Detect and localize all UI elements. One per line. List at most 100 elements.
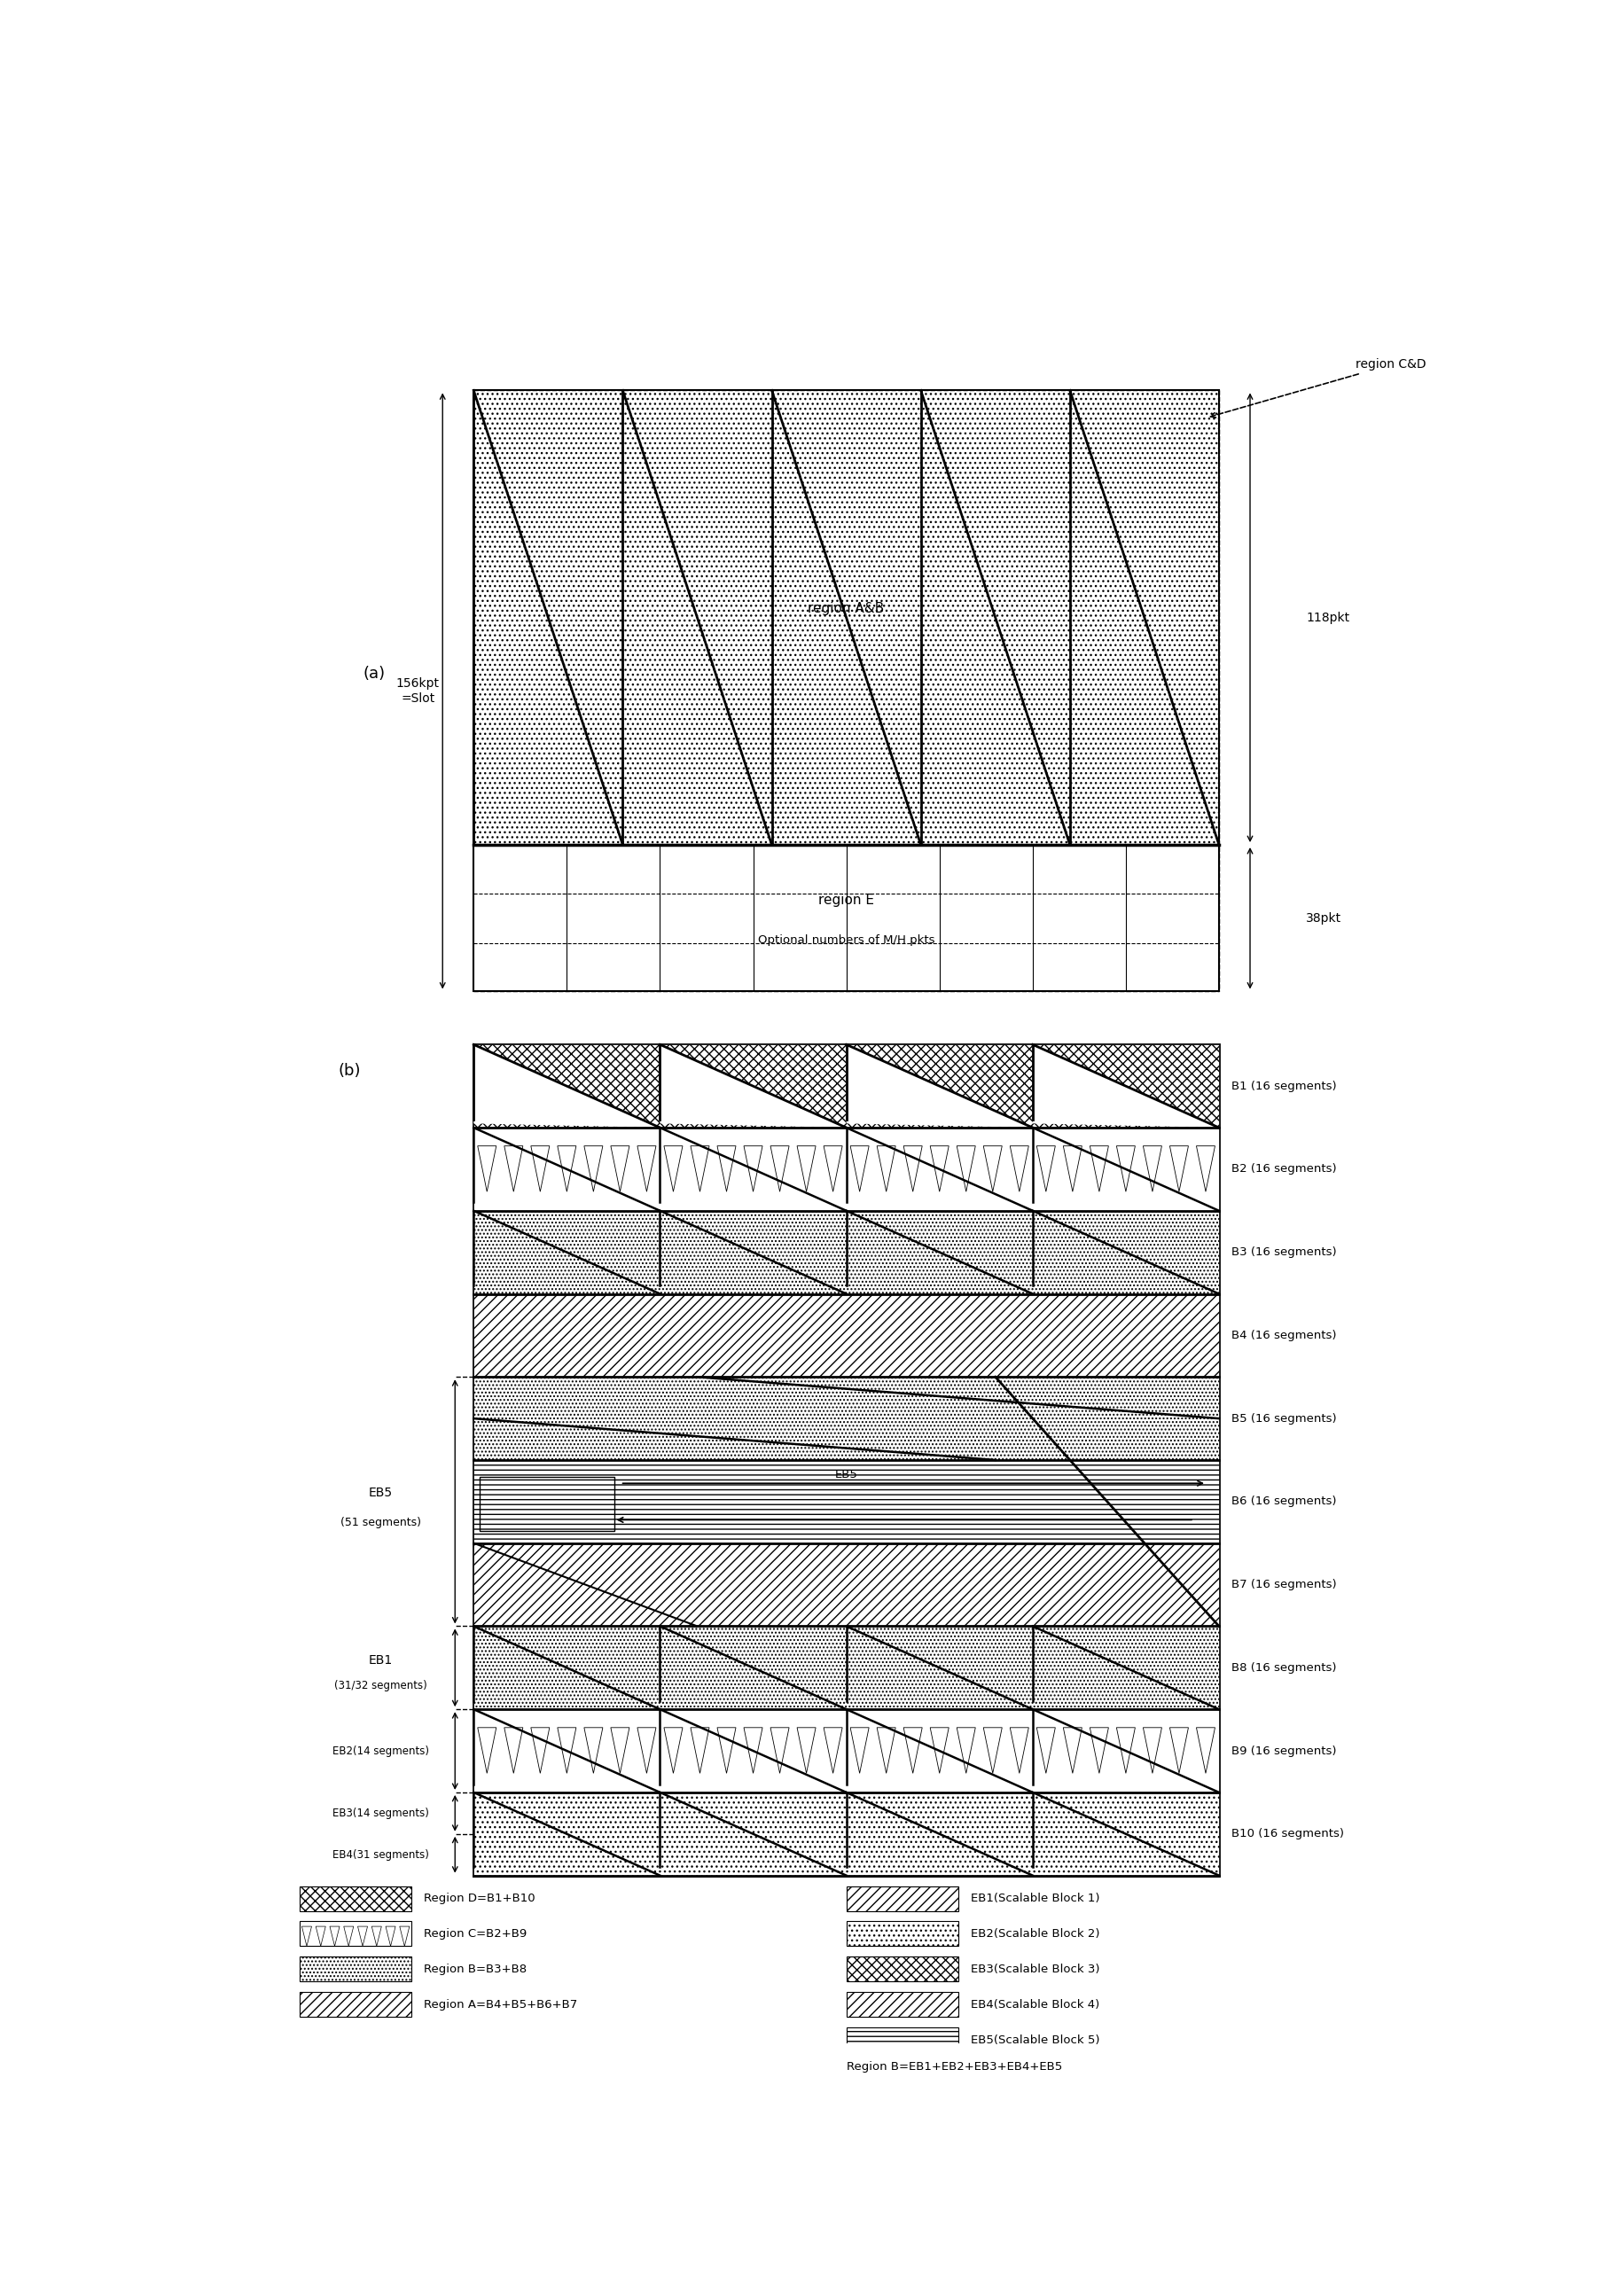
Polygon shape (1036, 1146, 1054, 1192)
Text: 38pkt: 38pkt (1306, 912, 1341, 925)
Bar (474, 1127, 1219, 1210)
Polygon shape (1089, 1146, 1109, 1192)
Polygon shape (474, 1045, 660, 1127)
Bar (474, 1045, 1219, 1876)
Bar (846, 1885, 958, 1910)
Text: B2 (16 segments): B2 (16 segments) (1230, 1164, 1336, 1176)
Polygon shape (663, 1146, 682, 1192)
Text: Region B=EB1+EB2+EB3+EB4+EB5: Region B=EB1+EB2+EB3+EB4+EB5 (846, 2062, 1062, 2073)
Text: Region C=B2+B9: Region C=B2+B9 (423, 1929, 527, 1940)
Polygon shape (929, 1146, 948, 1192)
Bar (846, 1922, 958, 1947)
Polygon shape (357, 1926, 367, 1947)
Bar (474, 1460, 1219, 1543)
Polygon shape (477, 1727, 497, 1773)
Bar (300, 1922, 412, 1947)
Polygon shape (372, 1926, 381, 1947)
Bar (474, 1295, 1219, 1378)
Bar (474, 1543, 1219, 1626)
Polygon shape (956, 1146, 976, 1192)
Polygon shape (984, 1727, 1001, 1773)
Text: EB3(Scalable Block 3): EB3(Scalable Block 3) (971, 1963, 1099, 1975)
Polygon shape (796, 1727, 815, 1773)
Bar (474, 1378, 1219, 1460)
Text: 156kpt
=Slot: 156kpt =Slot (396, 677, 439, 705)
Polygon shape (690, 1146, 708, 1192)
Text: (51 segments): (51 segments) (340, 1518, 421, 1529)
Polygon shape (610, 1146, 630, 1192)
Polygon shape (1169, 1146, 1187, 1192)
Polygon shape (876, 1727, 896, 1773)
Polygon shape (771, 1146, 788, 1192)
Text: EB4(Scalable Block 4): EB4(Scalable Block 4) (971, 2000, 1099, 2011)
Bar (474, 1210, 1219, 1295)
Polygon shape (796, 1146, 815, 1192)
Polygon shape (386, 1926, 396, 1947)
Polygon shape (505, 1146, 522, 1192)
Polygon shape (583, 1727, 602, 1773)
Polygon shape (849, 1146, 868, 1192)
Polygon shape (530, 1146, 549, 1192)
Polygon shape (1195, 1146, 1214, 1192)
Polygon shape (849, 1727, 868, 1773)
Polygon shape (743, 1727, 763, 1773)
Polygon shape (984, 1146, 1001, 1192)
Polygon shape (1009, 1727, 1028, 1773)
Polygon shape (743, 1146, 763, 1192)
Text: B5 (16 segments): B5 (16 segments) (1230, 1412, 1336, 1424)
Bar (846, 1993, 958, 2016)
Text: (31/32 segments): (31/32 segments) (333, 1681, 426, 1692)
Polygon shape (904, 1146, 921, 1192)
Polygon shape (1009, 1146, 1028, 1192)
Bar (479, 1476, 614, 1531)
Polygon shape (690, 1727, 708, 1773)
Text: region A&B: region A&B (807, 602, 884, 615)
Text: B3 (16 segments): B3 (16 segments) (1230, 1247, 1336, 1258)
Polygon shape (771, 1727, 788, 1773)
Bar (474, 845, 1219, 992)
Polygon shape (505, 1727, 522, 1773)
Polygon shape (399, 1926, 409, 1947)
Polygon shape (956, 1727, 976, 1773)
Text: B9 (16 segments): B9 (16 segments) (1230, 1745, 1336, 1756)
Polygon shape (330, 1926, 340, 1947)
Text: 118pkt: 118pkt (1306, 611, 1349, 625)
Polygon shape (716, 1727, 735, 1773)
Polygon shape (1062, 1727, 1081, 1773)
Polygon shape (1036, 1727, 1054, 1773)
Polygon shape (823, 1146, 843, 1192)
Polygon shape (1089, 1727, 1109, 1773)
Text: Optional numbers of M/H pkts: Optional numbers of M/H pkts (758, 934, 934, 946)
Polygon shape (477, 1146, 497, 1192)
Bar (846, 1956, 958, 1981)
Text: EB2(Scalable Block 2): EB2(Scalable Block 2) (971, 1929, 1099, 1940)
Text: B6 (16 segments): B6 (16 segments) (1230, 1495, 1336, 1508)
Bar (300, 1993, 412, 2016)
Text: B10 (16 segments): B10 (16 segments) (1230, 1828, 1342, 1839)
Text: (a): (a) (364, 666, 384, 682)
Polygon shape (663, 1727, 682, 1773)
Polygon shape (301, 1926, 311, 1947)
Bar (300, 1885, 412, 1910)
Polygon shape (1142, 1727, 1161, 1773)
Polygon shape (876, 1146, 896, 1192)
Polygon shape (316, 1926, 325, 1947)
Text: Region D=B1+B10: Region D=B1+B10 (423, 1892, 535, 1903)
Polygon shape (638, 1727, 655, 1773)
Polygon shape (530, 1727, 549, 1773)
Polygon shape (557, 1146, 575, 1192)
Text: EB4(31 segments): EB4(31 segments) (332, 1848, 428, 1860)
Polygon shape (660, 1045, 846, 1127)
Text: EB5: EB5 (835, 1469, 857, 1481)
Text: B4 (16 segments): B4 (16 segments) (1230, 1329, 1336, 1341)
Bar (474, 1708, 1219, 1793)
Polygon shape (823, 1727, 843, 1773)
Polygon shape (1117, 1146, 1134, 1192)
Polygon shape (583, 1146, 602, 1192)
Polygon shape (343, 1926, 354, 1947)
Text: EB2(14 segments): EB2(14 segments) (332, 1745, 429, 1756)
Bar (474, 1793, 1219, 1876)
Text: EB1(Scalable Block 1): EB1(Scalable Block 1) (971, 1892, 1099, 1903)
Polygon shape (1169, 1727, 1187, 1773)
Polygon shape (610, 1727, 630, 1773)
